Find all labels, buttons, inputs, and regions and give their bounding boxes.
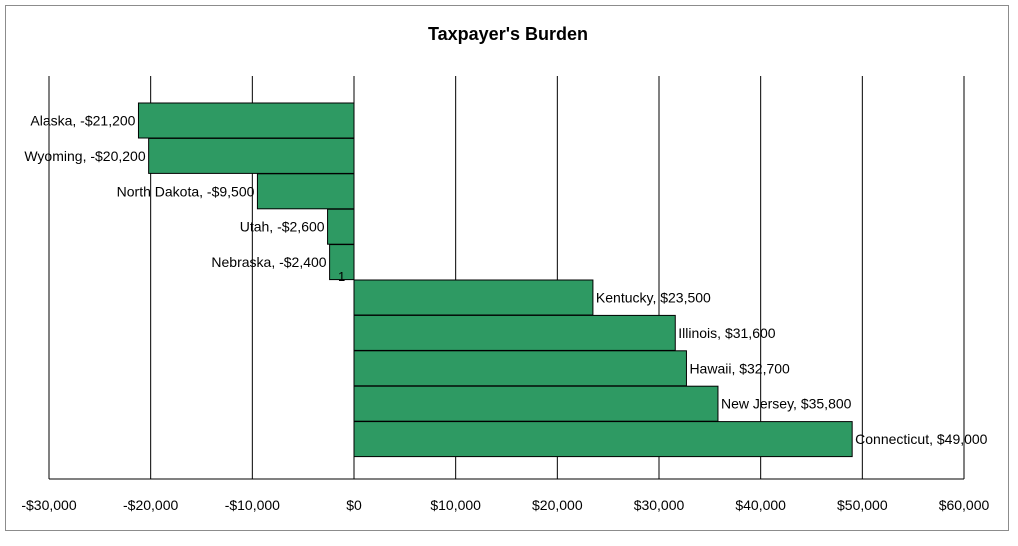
x-tick-label: $50,000 <box>837 497 888 513</box>
bar-kentucky <box>353 279 594 316</box>
category-axis-label: 1 <box>338 269 345 284</box>
bar-connecticut <box>353 421 853 458</box>
data-label: Illinois, $31,600 <box>678 325 776 341</box>
bar-utah <box>327 208 355 245</box>
data-labels: Alaska, -$21,200 Wyoming, -$20,200 North D… <box>24 113 987 448</box>
data-label: North Dakota, -$9,500 <box>117 183 255 199</box>
bar-nebraska <box>329 244 355 281</box>
data-label: Alaska, -$21,200 <box>30 113 135 129</box>
x-tick-label: -$10,000 <box>225 497 280 513</box>
data-label: Utah, -$2,600 <box>240 219 325 235</box>
x-tick-label: $10,000 <box>430 497 481 513</box>
x-tick-label: $20,000 <box>532 497 583 513</box>
x-tick-label: -$20,000 <box>123 497 178 513</box>
bar-alaska <box>137 102 355 139</box>
data-label: Wyoming, -$20,200 <box>24 148 145 164</box>
x-tick-label: $30,000 <box>634 497 685 513</box>
chart-title: Taxpayer's Burden <box>428 24 588 44</box>
x-tick-label: -$30,000 <box>21 497 76 513</box>
x-tick-label: $0 <box>346 497 362 513</box>
x-tick-label: $60,000 <box>939 497 990 513</box>
bars <box>137 102 853 458</box>
data-label: Nebraska, -$2,400 <box>211 254 326 270</box>
data-label: Connecticut, $49,000 <box>855 431 988 447</box>
data-label: Hawaii, $32,700 <box>689 360 790 376</box>
x-axis: -$30,000 -$20,000 -$10,000 $0 $10,000 $20,000… <box>21 478 990 513</box>
data-label: New Jersey, $35,800 <box>721 396 852 412</box>
bar-north-dakota <box>256 173 355 210</box>
bar-illinois <box>353 314 676 351</box>
bar-hawaii <box>353 350 687 387</box>
data-label: Kentucky, $23,500 <box>596 290 711 306</box>
bar-new-jersey <box>353 385 719 422</box>
bar-wyoming <box>148 137 355 174</box>
x-tick-label: $40,000 <box>735 497 786 513</box>
